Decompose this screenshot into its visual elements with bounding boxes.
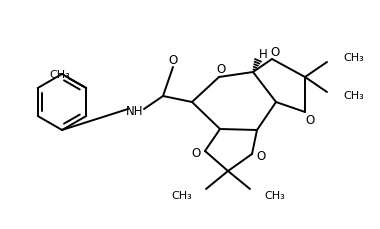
Text: O: O	[216, 63, 226, 76]
Text: O: O	[306, 114, 315, 127]
Text: O: O	[168, 53, 177, 66]
Text: O: O	[271, 46, 280, 59]
Text: CH₃: CH₃	[264, 190, 285, 200]
Text: H: H	[259, 48, 268, 61]
Text: NH: NH	[126, 105, 144, 118]
Text: O: O	[256, 150, 266, 163]
Text: CH₃: CH₃	[343, 91, 364, 101]
Text: O: O	[192, 147, 201, 160]
Text: CH₃: CH₃	[343, 53, 364, 63]
Text: CH₃: CH₃	[171, 190, 192, 200]
Text: CH₃: CH₃	[50, 70, 71, 80]
